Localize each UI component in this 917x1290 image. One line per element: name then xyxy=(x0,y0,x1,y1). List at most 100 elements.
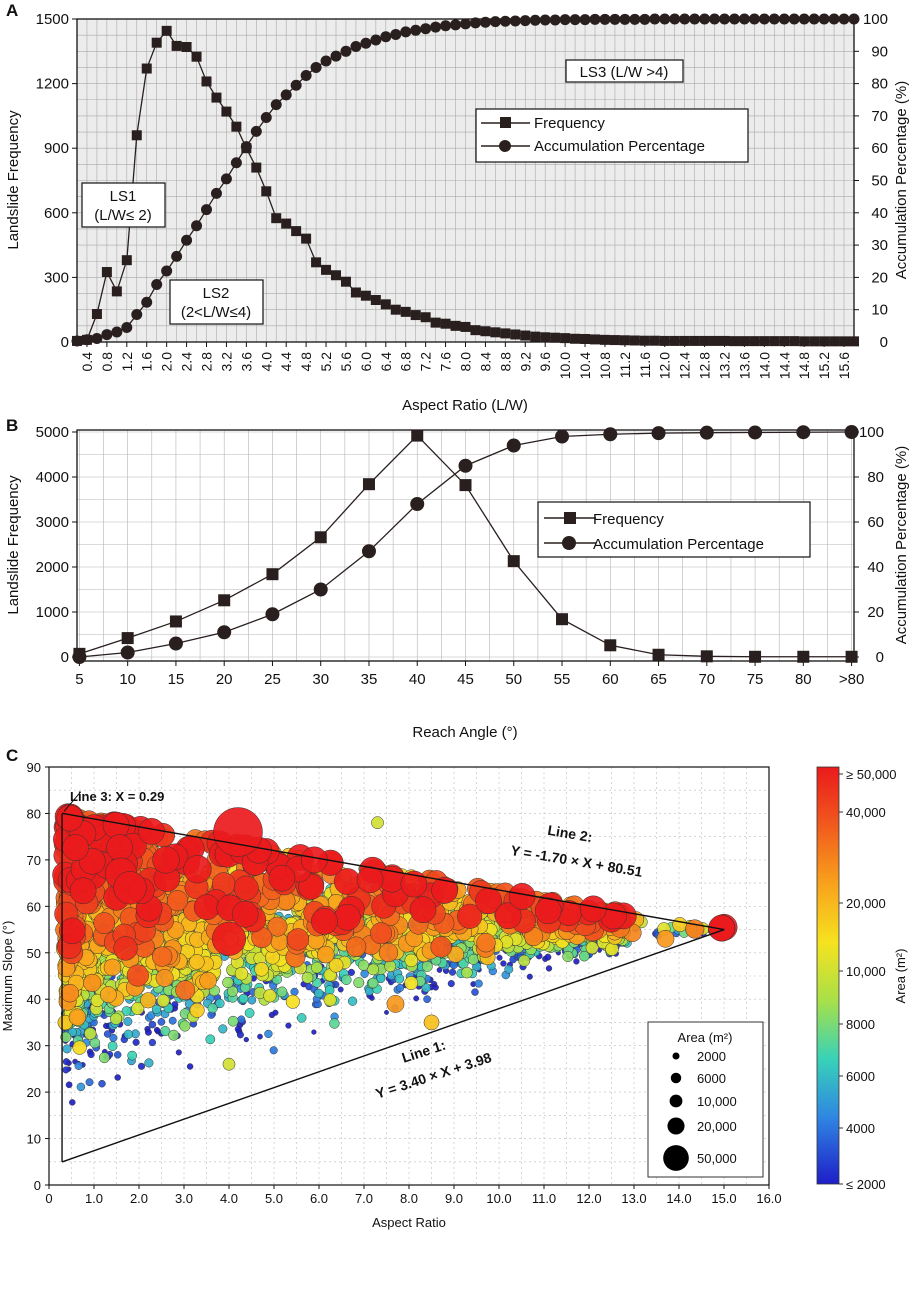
accumulation-marker xyxy=(360,37,372,49)
frequency-marker xyxy=(350,287,361,298)
landslide-point xyxy=(59,917,86,945)
frequency-marker xyxy=(459,479,472,492)
x-tick-label: 9.6 xyxy=(537,352,553,372)
landslide-point xyxy=(534,897,562,925)
accumulation-marker xyxy=(191,220,203,232)
landslide-point xyxy=(573,958,580,965)
accumulation-marker xyxy=(280,89,292,101)
landslide-point xyxy=(93,912,116,934)
landslide-point xyxy=(457,903,483,929)
frequency-marker xyxy=(141,63,152,74)
landslide-point xyxy=(227,1015,239,1027)
panel-a: A 0 300 600 900 1200 1500 0 10 20 30 40 50 60 70 80 90… xyxy=(5,1,910,414)
landslide-point xyxy=(186,1063,194,1070)
landslide-point xyxy=(243,1036,249,1043)
landslide-point xyxy=(215,998,225,1009)
frequency-marker xyxy=(311,257,322,268)
x-tick-label: 2.8 xyxy=(199,352,215,372)
landslide-point xyxy=(421,983,431,993)
panel-c-x-axis: 0 1.0 2.0 3.0 4.0 5.0 6.0 7.0 8.0 9.0 10.0 11.0 12.0… xyxy=(45,1185,782,1206)
panel-c-xlabel: Aspect Ratio xyxy=(372,1215,446,1230)
y-tick-label: 60 xyxy=(27,899,41,914)
frequency-marker xyxy=(556,613,569,626)
y-tick-label: 1200 xyxy=(36,76,69,93)
line1-annotation: Line 1: Y = 3.40 × X + 3.98 xyxy=(374,1037,494,1102)
accumulation-marker xyxy=(410,497,425,511)
accumulation-marker xyxy=(679,13,691,25)
colorbar-label: 8000 xyxy=(846,1017,875,1032)
x-tick-label: 1.2 xyxy=(119,352,135,372)
colorbar-label: 10,000 xyxy=(846,964,886,979)
x-tick-label: 8.4 xyxy=(477,352,493,372)
x-tick-label: 7.6 xyxy=(438,352,454,372)
y2-tick-label: 90 xyxy=(871,43,888,60)
y-tick-label: 3000 xyxy=(36,514,69,531)
frequency-marker xyxy=(540,332,551,343)
landslide-point xyxy=(144,1058,154,1068)
accumulation-marker xyxy=(499,15,511,27)
y-tick-label: 900 xyxy=(44,140,69,157)
landslide-point xyxy=(72,1040,87,1055)
colorbar-labels: ≥ 50,000 40,000 20,000 10,000 8000 6000 4000 ≤ … xyxy=(839,767,897,1192)
colorbar-label: 40,000 xyxy=(846,805,886,820)
accumulation-marker xyxy=(121,321,133,333)
landslide-point xyxy=(247,995,257,1005)
landslide-point xyxy=(60,1031,72,1043)
landslide-point xyxy=(341,974,352,985)
panel-b-legend-frequency: Frequency xyxy=(593,511,664,528)
landslide-point xyxy=(323,993,337,1007)
landslide-point xyxy=(357,959,370,971)
x-tick-label: 13.2 xyxy=(717,352,733,379)
accumulation-marker xyxy=(709,13,721,25)
y2-tick-label: 60 xyxy=(867,514,884,531)
y-tick-label: 0 xyxy=(61,649,69,666)
landslide-point xyxy=(103,1030,112,1038)
frequency-marker xyxy=(599,334,610,345)
frequency-marker xyxy=(729,336,740,347)
frequency-marker xyxy=(629,335,640,346)
frequency-marker xyxy=(291,226,302,237)
x-tick-label: 14.0 xyxy=(756,352,772,379)
accumulation-marker xyxy=(559,14,571,26)
accumulation-marker xyxy=(210,187,222,199)
accumulation-marker xyxy=(788,13,800,25)
accumulation-marker xyxy=(440,20,452,32)
accumulation-marker xyxy=(539,14,551,26)
y-tick-label: 2000 xyxy=(36,559,69,576)
accumulation-marker xyxy=(796,425,811,440)
frequency-marker xyxy=(420,312,431,323)
accumulation-marker xyxy=(101,329,113,341)
frequency-marker xyxy=(169,615,182,628)
panel-b-legend: Frequency Accumulation Percentage xyxy=(537,501,811,558)
landslide-point xyxy=(138,818,165,845)
landslide-point xyxy=(218,1024,228,1034)
line-3-leader xyxy=(63,791,81,812)
frequency-marker xyxy=(797,650,810,663)
x-tick-label: 60 xyxy=(602,671,619,688)
x-tick-label: 14.8 xyxy=(796,352,812,379)
accumulation-marker xyxy=(220,173,232,185)
landslide-point xyxy=(166,890,189,912)
landslide-point xyxy=(127,1050,138,1061)
frequency-marker xyxy=(739,336,750,347)
size-legend-label: 10,000 xyxy=(697,1094,737,1109)
accumulation-marker xyxy=(599,13,611,25)
accumulation-marker xyxy=(420,23,432,35)
x-tick-label: 30 xyxy=(312,671,329,688)
frequency-marker xyxy=(520,330,531,341)
landslide-point xyxy=(301,971,314,984)
frequency-marker xyxy=(700,650,713,663)
landslide-point xyxy=(269,1046,278,1055)
landslide-point xyxy=(518,954,531,967)
landslide-point xyxy=(384,960,397,973)
ls3-annotation: LS3 (L/W >4) xyxy=(565,59,684,83)
x-tick-label: 15.6 xyxy=(836,352,852,379)
landslide-point xyxy=(708,914,736,942)
accumulation-marker xyxy=(380,31,392,43)
panel-b-y-axis: 0 1000 2000 3000 4000 5000 xyxy=(36,424,77,666)
panel-b-legend-accumulation: Accumulation Percentage xyxy=(593,536,764,553)
y-tick-label: 1500 xyxy=(36,11,69,28)
landslide-point xyxy=(69,877,97,905)
x-tick-label: 3.0 xyxy=(175,1191,193,1206)
accumulation-marker xyxy=(609,13,621,25)
